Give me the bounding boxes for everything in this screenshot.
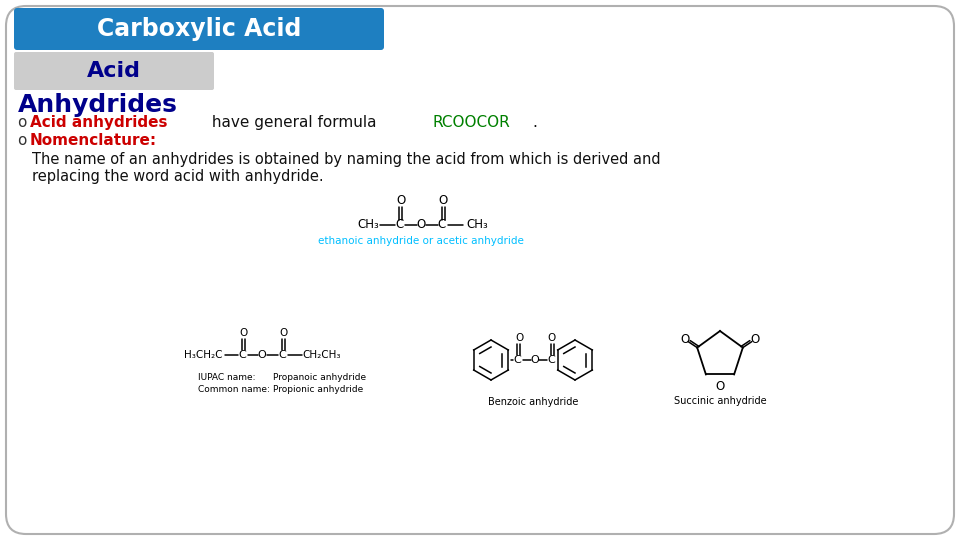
Text: Succinic anhydride: Succinic anhydride bbox=[674, 396, 766, 406]
Text: RCOOCOR: RCOOCOR bbox=[432, 115, 510, 130]
Text: O: O bbox=[515, 333, 523, 343]
Text: Common name:: Common name: bbox=[198, 384, 270, 394]
Text: o: o bbox=[18, 133, 33, 148]
Text: O: O bbox=[396, 194, 406, 207]
Text: The name of an anhydrides is obtained by naming the acid from which is derived a: The name of an anhydrides is obtained by… bbox=[32, 152, 660, 167]
Text: O: O bbox=[439, 194, 447, 207]
Text: Carboxylic Acid: Carboxylic Acid bbox=[97, 17, 301, 41]
Text: Acid anhydrides: Acid anhydrides bbox=[30, 115, 167, 130]
Text: C: C bbox=[238, 350, 246, 360]
Text: O: O bbox=[257, 350, 266, 360]
Text: O: O bbox=[715, 380, 725, 393]
Text: C: C bbox=[278, 350, 286, 360]
FancyBboxPatch shape bbox=[14, 8, 384, 50]
Text: C: C bbox=[547, 355, 555, 365]
Text: C: C bbox=[395, 219, 403, 232]
Text: Acid: Acid bbox=[87, 61, 141, 81]
Text: ethanoic anhydride or acetic anhydride: ethanoic anhydride or acetic anhydride bbox=[318, 236, 524, 246]
Text: Nomenclature:: Nomenclature: bbox=[30, 133, 157, 148]
Text: CH₃: CH₃ bbox=[357, 219, 379, 232]
Text: Propionic anhydride: Propionic anhydride bbox=[273, 384, 363, 394]
FancyBboxPatch shape bbox=[6, 6, 954, 534]
Text: O: O bbox=[278, 328, 287, 338]
Text: IUPAC name:: IUPAC name: bbox=[198, 373, 255, 381]
Text: .: . bbox=[533, 115, 538, 130]
Text: O: O bbox=[531, 355, 540, 365]
Text: O: O bbox=[240, 328, 248, 338]
Text: CH₃: CH₃ bbox=[467, 219, 488, 232]
FancyBboxPatch shape bbox=[14, 52, 214, 90]
Text: H₃CH₂C: H₃CH₂C bbox=[183, 350, 223, 360]
Text: replacing the word acid with anhydride.: replacing the word acid with anhydride. bbox=[32, 169, 324, 184]
Text: Anhydrides: Anhydrides bbox=[18, 93, 178, 117]
Text: Benzoic anhydride: Benzoic anhydride bbox=[488, 397, 578, 407]
Text: O: O bbox=[417, 219, 425, 232]
Text: CH₂CH₃: CH₂CH₃ bbox=[302, 350, 341, 360]
Text: O: O bbox=[750, 333, 759, 346]
Text: C: C bbox=[514, 355, 521, 365]
Text: have general formula: have general formula bbox=[207, 115, 382, 130]
Text: o: o bbox=[18, 115, 33, 130]
Text: O: O bbox=[548, 333, 556, 343]
Text: C: C bbox=[438, 219, 446, 232]
Text: Propanoic anhydride: Propanoic anhydride bbox=[273, 373, 366, 381]
Text: O: O bbox=[681, 333, 690, 346]
